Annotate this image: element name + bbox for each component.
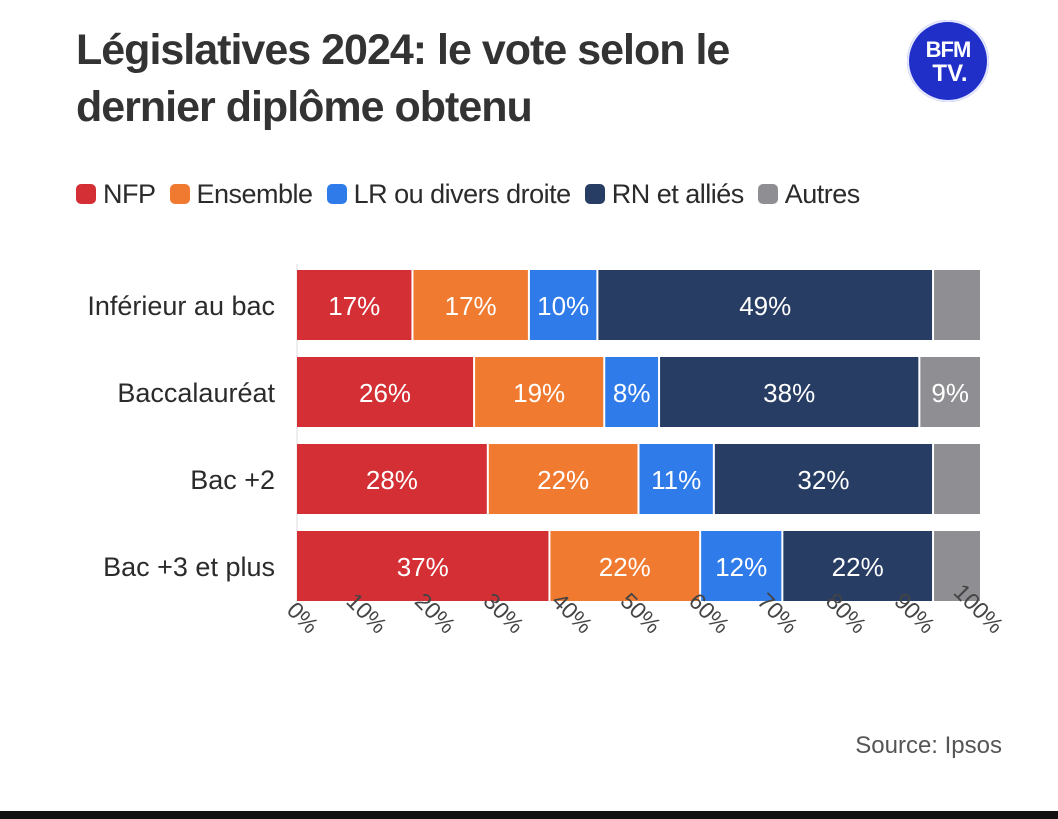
bar-segment [934, 531, 980, 601]
legend-label: RN et alliés [611, 178, 745, 209]
data-label: 10% [537, 291, 589, 321]
legend-swatch [169, 184, 190, 204]
bar-segment [605, 357, 659, 427]
data-label: 49% [739, 291, 791, 321]
data-label: 22% [832, 552, 884, 582]
bar-segment [639, 444, 713, 514]
legend-label: NFP [103, 178, 156, 209]
bar-segment [701, 531, 782, 601]
bar-segment [660, 357, 919, 427]
legend-swatch [757, 184, 778, 204]
bar-segment [934, 444, 980, 514]
bar-segment [297, 357, 474, 427]
bar-segment [714, 444, 933, 514]
bar-segment [297, 444, 487, 514]
bar-segment [783, 531, 933, 601]
bfmtv-logo: BFM TV. [907, 20, 989, 102]
legend-item: NFP [76, 179, 156, 210]
bar-segment [550, 531, 700, 601]
data-label: 37% [397, 552, 449, 582]
bar-segment [529, 270, 597, 340]
data-label: 38% [763, 378, 815, 408]
data-label: 8% [613, 378, 651, 408]
data-label: 17% [328, 291, 380, 321]
legend-label: Autres [784, 178, 861, 209]
legend-item: Autres [757, 178, 861, 210]
legend-item: Ensemble [169, 178, 314, 210]
category-label: Bac +2 [190, 465, 275, 495]
chart-title: Législatives 2024: le vote selon le dern… [76, 26, 730, 131]
bar-segment [920, 357, 980, 427]
data-label: 11% [651, 465, 701, 495]
legend-label: LR ou divers droite [353, 178, 572, 209]
legend-label: Ensemble [196, 178, 314, 209]
data-label: 32% [797, 465, 849, 495]
bar-segment [598, 270, 933, 340]
bar-segment [297, 531, 549, 601]
source-note: Source: Ipsos [855, 732, 1002, 759]
category-label: Bac +3 et plus [103, 552, 275, 582]
stacked-bar-chart: Inférieur au bac 17% 17% 10% 49% Baccalauréat… [87, 264, 1009, 639]
data-label: 19% [513, 378, 565, 408]
bar-segment [934, 270, 980, 340]
bar-segment [475, 357, 604, 427]
bottom-divider [0, 811, 1058, 819]
legend: NFP Ensemble LR ou divers droite RN et alli… [76, 174, 874, 214]
data-label: 9% [931, 378, 969, 408]
category-label: Baccalauréat [117, 378, 275, 408]
data-label: 22% [537, 465, 589, 495]
data-label: 17% [445, 291, 497, 321]
legend-swatch [584, 184, 605, 204]
bar-segment [488, 444, 638, 514]
data-label: 22% [599, 552, 651, 582]
legend-swatch [76, 184, 96, 204]
bar-segment [297, 270, 412, 340]
data-label: 12% [715, 552, 767, 582]
data-label: 26% [359, 378, 411, 408]
category-label: Inférieur au bac [87, 291, 275, 321]
legend-swatch [326, 184, 347, 204]
logo-text-bottom: TV. [932, 60, 967, 87]
logo-text-top: BFM [926, 37, 971, 62]
x-tick-label: 0% [282, 597, 324, 639]
bar-segment [413, 270, 528, 340]
data-label: 28% [366, 465, 418, 495]
legend-item: RN et alliés [584, 178, 745, 210]
legend-item: LR ou divers droite [326, 178, 572, 210]
